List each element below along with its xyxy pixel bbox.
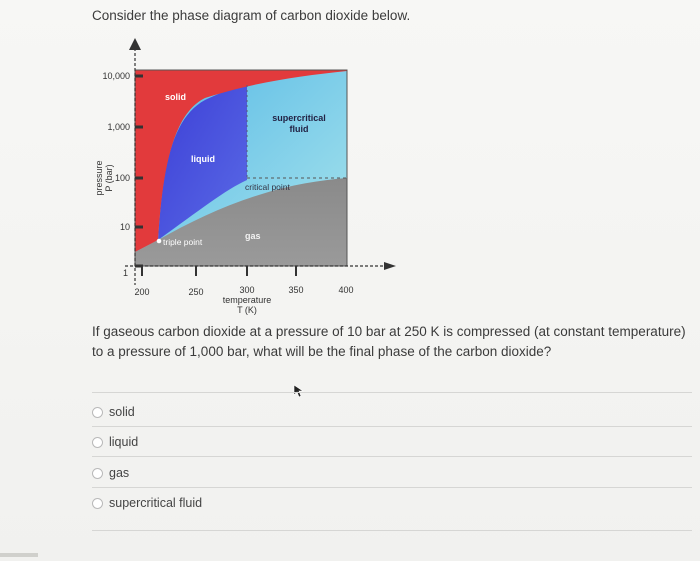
y-tick-10000: 10,000 [102,71,130,81]
mouse-pointer-icon [293,384,304,398]
radio-button-icon[interactable] [92,436,103,448]
x-tick-250: 250 [188,287,203,297]
divider-4 [92,487,692,488]
solid-label: solid [165,92,186,102]
x-ticks: 200 250 300 350 400 [134,266,354,297]
option-gas[interactable]: gas [92,466,129,480]
x-axis-arrow-icon [384,262,396,270]
radio-button-icon[interactable] [92,406,103,418]
x-tick-300: 300 [239,285,254,295]
liquid-label: liquid [191,154,215,164]
x-axis-unit: T (K) [237,305,257,315]
x-tick-400: 400 [338,285,353,295]
option-label: liquid [109,435,139,449]
y-axis-label: pressure [94,160,104,195]
divider-5 [92,530,692,531]
liquid-region [158,85,247,240]
radio-button-icon[interactable] [92,497,103,509]
option-label: solid [109,405,135,419]
option-supercritical-fluid[interactable]: supercritical fluid [92,496,202,510]
option-solid[interactable]: solid [92,405,135,419]
supercritical-label-fluid: fluid [290,124,309,134]
y-axis-unit: P (bar) [104,164,114,191]
triple-point-label: triple point [163,237,203,247]
question-intro: Consider the phase diagram of carbon dio… [92,8,411,23]
divider-3 [92,456,692,457]
option-label: gas [109,466,130,480]
gas-label: gas [245,231,261,241]
radio-button-icon[interactable] [92,467,103,479]
y-tick-10: 10 [120,222,130,232]
y-ticks: 10,000 1,000 100 10 1 [102,71,143,278]
solid-region [135,70,347,252]
phase-diagram: 10,000 1,000 100 10 1 200 250 300 350 40… [94,38,396,315]
divider-2 [92,426,692,427]
x-axis-label: temperature [223,295,272,305]
triple-point-marker [156,238,162,244]
gas-region [135,178,347,266]
divider-1 [92,392,692,393]
x-tick-200: 200 [134,287,149,297]
y-tick-100: 100 [115,173,130,183]
y-tick-1000: 1,000 [107,122,130,132]
option-liquid[interactable]: liquid [92,435,138,449]
y-axis-arrow-icon [129,38,141,50]
option-label: supercritical fluid [109,496,203,510]
question-prompt: If gaseous carbon dioxide at a pressure … [92,324,686,359]
y-tick-1: 1 [123,268,128,278]
supercritical-label: supercritical [272,113,326,123]
x-tick-350: 350 [288,285,303,295]
bottom-scroll-indicator [0,553,38,557]
critical-point-label: critical point [245,182,291,192]
